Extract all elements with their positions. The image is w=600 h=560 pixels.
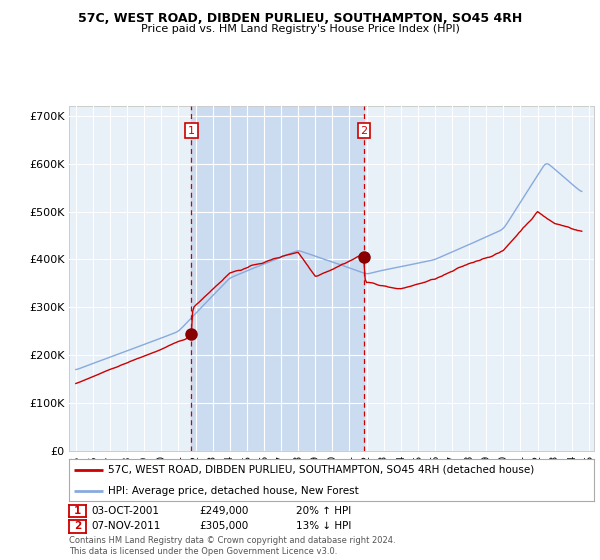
Text: 57C, WEST ROAD, DIBDEN PURLIEU, SOUTHAMPTON, SO45 4RH: 57C, WEST ROAD, DIBDEN PURLIEU, SOUTHAMP… [78,12,522,25]
Text: £249,000: £249,000 [200,506,249,516]
Text: This data is licensed under the Open Government Licence v3.0.: This data is licensed under the Open Gov… [69,547,337,556]
Text: £305,000: £305,000 [200,521,249,531]
Text: 2: 2 [74,521,81,531]
Text: 1: 1 [74,506,81,516]
Text: 2: 2 [361,125,368,136]
Text: 57C, WEST ROAD, DIBDEN PURLIEU, SOUTHAMPTON, SO45 4RH (detached house): 57C, WEST ROAD, DIBDEN PURLIEU, SOUTHAMP… [109,465,535,475]
Text: 07-NOV-2011: 07-NOV-2011 [92,521,161,531]
Bar [191,106,364,451]
Text: 13% ↓ HPI: 13% ↓ HPI [296,521,351,531]
Text: Contains HM Land Registry data © Crown copyright and database right 2024.: Contains HM Land Registry data © Crown c… [69,536,395,545]
Text: HPI: Average price, detached house, New Forest: HPI: Average price, detached house, New … [109,486,359,496]
Text: 20% ↑ HPI: 20% ↑ HPI [296,506,351,516]
Text: 03-OCT-2001: 03-OCT-2001 [92,506,160,516]
Text: 1: 1 [188,125,195,136]
Text: Price paid vs. HM Land Registry's House Price Index (HPI): Price paid vs. HM Land Registry's House … [140,24,460,34]
